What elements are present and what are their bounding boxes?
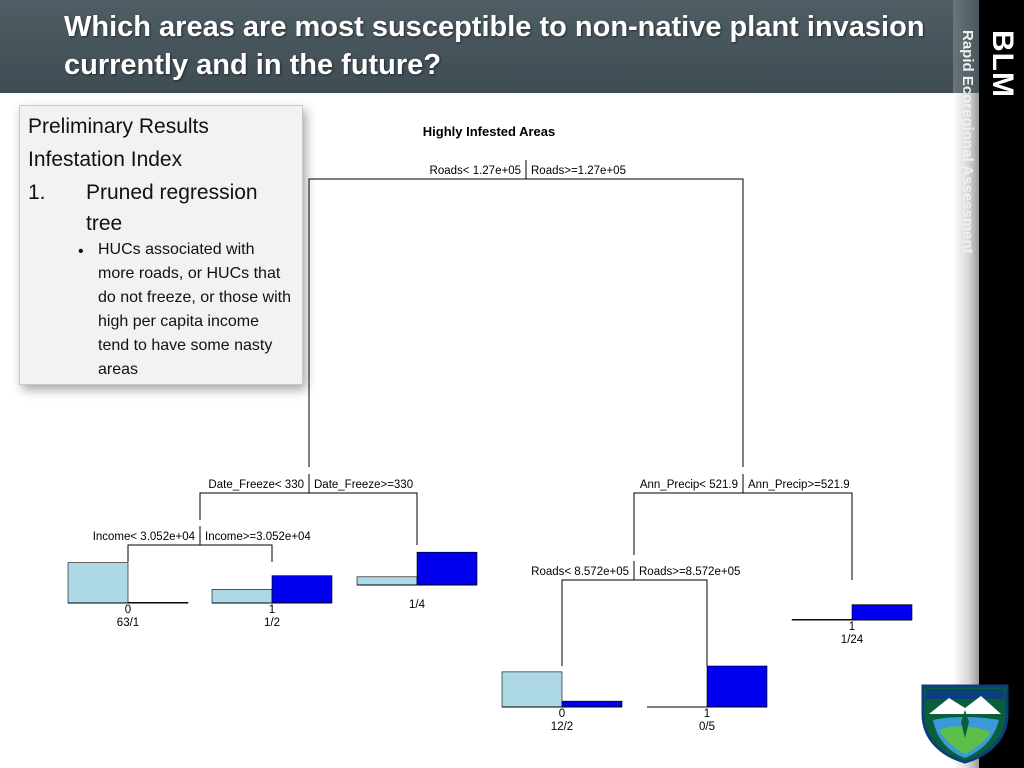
split-label-left-1: Date_Freeze< 330 (208, 479, 304, 491)
leaf-bar-low-0 (67, 562, 129, 604)
split-branch-3 (633, 492, 853, 580)
leaf-class-3: 0 (559, 708, 565, 720)
leaf-count-5: 1/24 (841, 634, 864, 646)
split-branch-0 (308, 178, 744, 467)
tree-title: Highly Infested Areas (423, 124, 555, 139)
split-label-right-2: Income>=3.052e+04 (205, 531, 311, 543)
callout-line-preliminary: Preliminary Results (28, 115, 209, 138)
leaf-class-0: 0 (125, 604, 131, 616)
leaf-bar-low-2 (356, 576, 418, 586)
leaf-bar-high-3 (561, 700, 623, 708)
split-label-left-4: Roads< 8.572e+05 (531, 566, 629, 578)
page-title: Which areas are most susceptible to non-… (64, 11, 925, 81)
split-label-left-2: Income< 3.052e+04 (93, 531, 196, 543)
sidebar-subtitle: Rapid Ecoregional Assessment (959, 30, 976, 254)
split-branch-2 (127, 544, 273, 562)
leaf-count-2: 1/4 (409, 599, 426, 611)
regression-tree-diagram: Highly Infested Areas Roads< 1.27e+05 Road… (67, 124, 913, 733)
split-label-right-4: Roads>=8.572e+05 (639, 566, 740, 578)
split-branch-1 (199, 492, 418, 545)
callout-bullet-text: HUCs associated with more roads, or HUCs… (98, 241, 291, 378)
leaf-bar-low-3 (501, 671, 563, 708)
split-label-left-3: Ann_Precip< 521.9 (640, 479, 738, 491)
header-bar: Which areas are most susceptible to non-… (0, 0, 953, 93)
callout-item-number: 1. (28, 181, 46, 204)
callout-line-index: Infestation Index (28, 148, 183, 171)
callout-item-text: Pruned regression tree (86, 181, 258, 235)
split-label-right-3: Ann_Precip>=521.9 (748, 479, 850, 491)
sidebar-black-strip (979, 0, 1024, 768)
doi-blm-shield-logo (921, 684, 1009, 764)
results-callout: Preliminary Results Infestation Index 1.… (19, 105, 303, 385)
brand-logotype: BLM (986, 30, 1019, 98)
leaf-class-5: 1 (849, 621, 855, 633)
leaf-bar-low-1 (211, 589, 273, 604)
leaf-bar-high-2 (416, 551, 478, 586)
leaf-bar-high-1 (271, 575, 333, 604)
split-label-right-1: Date_Freeze>=330 (314, 479, 413, 491)
leaf-count-3: 12/2 (551, 721, 573, 733)
leaf-bar-high-5 (851, 604, 913, 621)
bullet-dot-icon: • (78, 243, 84, 260)
sidebar-gradient (953, 0, 979, 768)
split-label-right-0: Roads>=1.27e+05 (531, 165, 626, 177)
leaf-class-1: 1 (269, 604, 275, 616)
leaf-count-0: 63/1 (117, 617, 139, 629)
leaf-count-1: 1/2 (264, 617, 280, 629)
sidebar-header-band (953, 0, 979, 93)
leaf-count-4: 0/5 (699, 721, 715, 733)
leaf-class-4: 1 (704, 708, 710, 720)
leaf-bar-high-4 (706, 665, 768, 708)
split-label-left-0: Roads< 1.27e+05 (430, 165, 521, 177)
split-branch-4 (561, 579, 708, 666)
